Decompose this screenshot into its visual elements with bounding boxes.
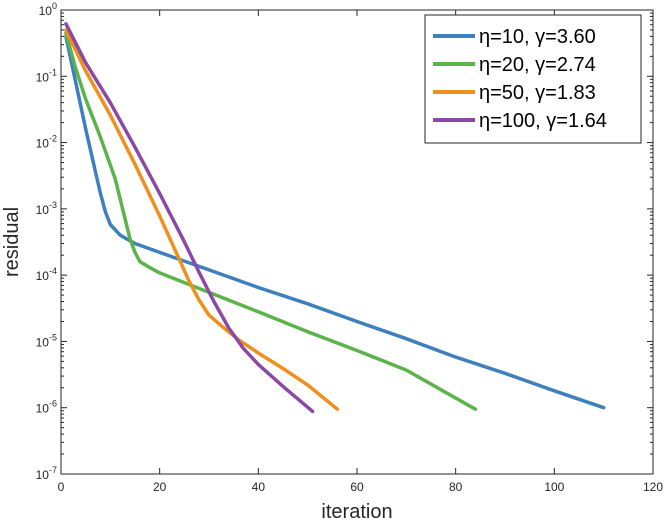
x-tick-label: 100 <box>544 480 564 494</box>
y-axis-title: residual <box>1 207 23 277</box>
x-axis-title: iteration <box>321 501 392 523</box>
series-layer <box>64 22 606 414</box>
x-tick-label: 80 <box>449 480 463 494</box>
series-line-4 <box>64 22 315 414</box>
y-tick-label: 10-4 <box>36 266 57 283</box>
legend-label-2: η=20, γ=2.74 <box>479 54 596 76</box>
x-tick-label: 40 <box>252 480 266 494</box>
y-tick-label: 10-5 <box>36 332 57 349</box>
x-tick-label: 20 <box>153 480 167 494</box>
y-tick-label: 10-7 <box>36 465 57 482</box>
y-tick-label: 10-1 <box>36 67 57 84</box>
y-tick-label: 10-2 <box>36 134 57 151</box>
y-tick-label: 100 <box>39 1 57 18</box>
x-tick-label: 0 <box>58 480 65 494</box>
legend-label-3: η=50, γ=1.83 <box>479 82 596 104</box>
y-tick-label: 10-6 <box>36 399 57 416</box>
series-line-2 <box>64 31 478 411</box>
y-tick-label: 10-3 <box>36 200 57 217</box>
legend-label-1: η=10, γ=3.60 <box>479 26 596 48</box>
series-line-1 <box>64 34 606 410</box>
y-axis-ticks: 10-7 10-6 10-5 10-4 10-3 10-2 10-1 100 <box>36 1 653 482</box>
series-line-3 <box>64 28 340 411</box>
legend-label-4: η=100, γ=1.64 <box>479 110 607 132</box>
legend: η=10, γ=3.60 η=20, γ=2.74 η=50, γ=1.83 η=10… <box>424 14 642 144</box>
x-tick-label: 120 <box>643 480 663 494</box>
x-axis-ticks: 0 20 40 60 80 100 120 <box>58 10 663 494</box>
x-tick-label: 60 <box>350 480 364 494</box>
